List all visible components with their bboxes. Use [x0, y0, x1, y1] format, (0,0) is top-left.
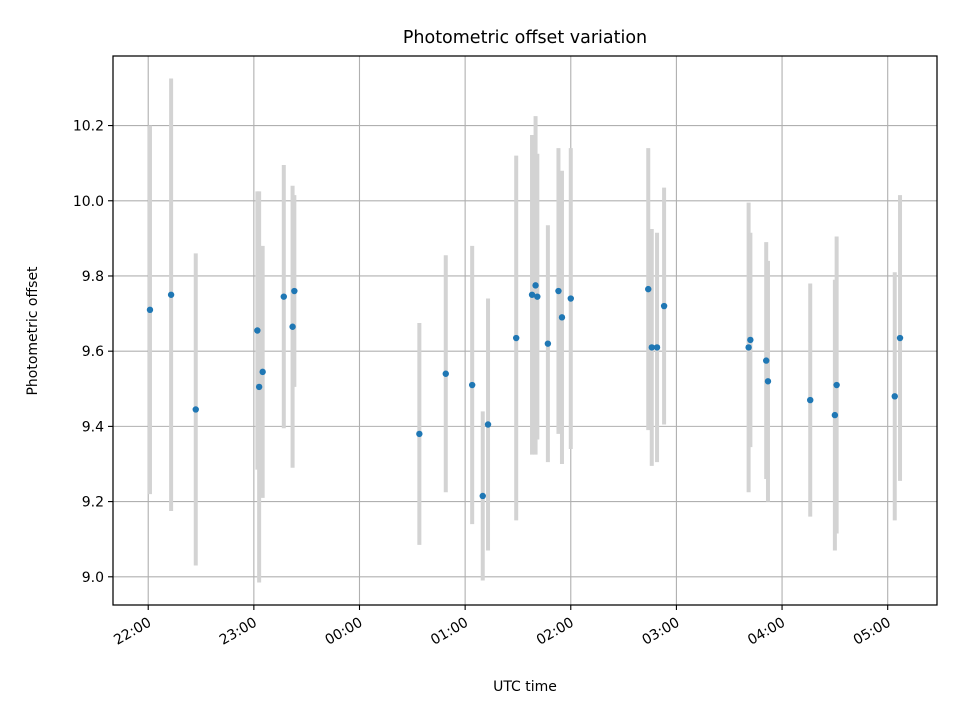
data-point: [484, 421, 492, 428]
y-tick-label: 9.0: [82, 570, 104, 586]
y-tick-label: 9.4: [82, 419, 104, 435]
data-point: [555, 287, 562, 295]
data-point: [534, 293, 541, 300]
data-point: [544, 340, 552, 347]
data-point: [833, 381, 840, 389]
data-point: [831, 411, 839, 419]
data-point: [442, 370, 449, 377]
data-point: [291, 287, 298, 295]
y-tick-label: 9.6: [82, 344, 104, 360]
data-point: [479, 492, 486, 500]
y-tick-label: 9.8: [82, 269, 104, 285]
y-axis-ticks: 9.0 9.2 9.4 9.6 9.8 10.0 10.2: [73, 119, 113, 586]
data-point: [146, 306, 154, 314]
data-point: [747, 336, 754, 344]
data-point: [280, 293, 287, 300]
y-tick-label: 10.0: [73, 194, 104, 210]
data-point: [468, 381, 476, 389]
y-axis-label: Photometric offset: [25, 266, 41, 396]
data-point: [416, 430, 423, 438]
data-point: [891, 393, 898, 400]
data-point: [745, 344, 752, 351]
data-point: [763, 357, 770, 364]
data-point: [512, 334, 520, 342]
data-point: [255, 383, 263, 391]
data-point: [653, 344, 661, 351]
data-point: [289, 323, 296, 330]
data-point: [528, 291, 536, 298]
data-point: [558, 314, 566, 321]
plot-frame: [112, 55, 938, 606]
data-point: [167, 291, 175, 298]
data-point: [645, 285, 652, 293]
data-point: [259, 368, 266, 376]
data-point: [660, 302, 668, 310]
data-point: [532, 282, 539, 289]
data-point: [192, 406, 199, 413]
y-tick-label: 10.2: [73, 119, 104, 135]
data-point: [807, 396, 814, 404]
chart-title: Photometric offset variation: [403, 28, 647, 48]
data-points: [146, 282, 904, 500]
data-point: [764, 378, 772, 385]
data-point: [896, 334, 904, 342]
data-point: [567, 295, 574, 302]
data-point: [254, 327, 261, 334]
y-tick-label: 9.2: [82, 495, 104, 511]
x-axis-label: UTC time: [493, 679, 557, 695]
data-point: [648, 344, 655, 351]
